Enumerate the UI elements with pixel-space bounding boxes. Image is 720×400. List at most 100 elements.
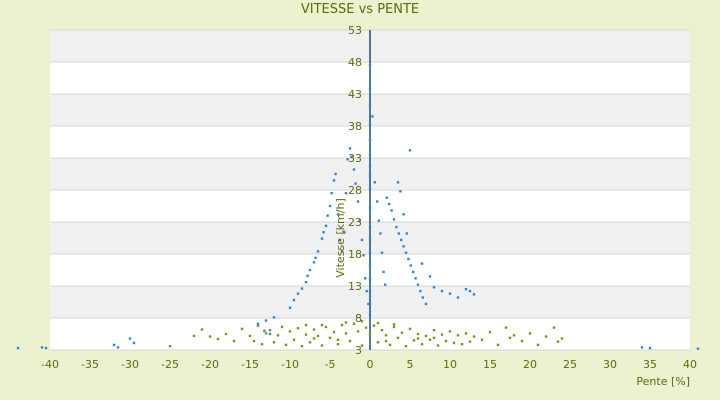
data-point	[416, 283, 420, 286]
data-point	[371, 115, 374, 118]
data-point	[376, 321, 380, 325]
data-point	[392, 218, 396, 221]
data-point	[200, 328, 204, 331]
data-point	[208, 335, 212, 338]
data-point	[464, 332, 468, 335]
data-point	[340, 249, 344, 252]
data-point	[400, 331, 404, 334]
data-point	[520, 339, 524, 343]
x-tick-label: -25	[161, 358, 179, 371]
data-point	[292, 338, 296, 341]
data-point	[326, 214, 329, 217]
data-point	[312, 328, 316, 331]
data-point	[44, 346, 48, 350]
data-point	[364, 326, 368, 329]
y-tick-label: 23	[348, 216, 362, 229]
x-tick-label: 0	[367, 358, 374, 371]
data-point	[168, 344, 172, 348]
data-point	[312, 337, 316, 340]
data-point	[440, 333, 444, 336]
data-point	[332, 179, 336, 182]
data-point	[392, 325, 396, 329]
y-tick-label: 13	[348, 280, 362, 293]
data-point	[408, 149, 412, 152]
data-point	[384, 339, 388, 343]
data-point	[332, 330, 336, 334]
data-point	[268, 332, 272, 336]
x-tick-label: -35	[81, 358, 99, 371]
data-point	[552, 326, 556, 329]
data-point	[256, 324, 260, 327]
data-point	[428, 338, 432, 341]
data-point	[328, 204, 332, 208]
data-point	[432, 328, 436, 332]
data-point	[407, 257, 410, 261]
y-tick-label: 3	[355, 344, 362, 357]
data-point	[396, 336, 400, 340]
y-tick-label: 33	[348, 152, 362, 165]
data-point	[263, 329, 266, 332]
data-point	[460, 343, 464, 346]
x-tick-label: 35	[643, 358, 657, 371]
data-point	[358, 219, 361, 222]
data-point	[512, 334, 516, 337]
data-point	[280, 325, 284, 329]
data-point	[356, 330, 360, 333]
data-point	[342, 230, 345, 233]
data-point	[344, 332, 348, 335]
data-point	[444, 339, 448, 343]
data-point	[260, 343, 264, 346]
data-point	[416, 332, 420, 336]
data-point	[324, 224, 328, 228]
data-point	[300, 287, 304, 290]
data-point	[316, 250, 320, 253]
y-tick-label: 18	[348, 248, 362, 261]
data-point	[376, 341, 380, 344]
data-point	[480, 338, 484, 341]
data-point	[312, 261, 316, 264]
data-point	[324, 325, 328, 329]
x-tick-label: -10	[281, 358, 299, 371]
data-point	[414, 277, 417, 280]
x-axis-title: Pente [%]	[636, 375, 690, 388]
data-point	[421, 296, 424, 299]
data-point	[372, 324, 376, 327]
data-point	[399, 190, 402, 193]
data-point	[16, 346, 20, 350]
data-point	[382, 270, 385, 274]
data-point	[396, 181, 400, 184]
data-point	[344, 192, 348, 195]
data-point	[424, 302, 428, 306]
data-point	[264, 319, 268, 322]
data-point	[452, 341, 456, 345]
data-point	[368, 302, 372, 306]
data-point	[368, 123, 372, 126]
data-point	[409, 264, 412, 267]
data-point	[432, 336, 436, 340]
data-point	[320, 237, 324, 240]
data-point	[368, 264, 372, 267]
data-point	[419, 289, 422, 293]
data-point	[496, 343, 500, 347]
data-point	[240, 327, 244, 331]
data-point	[556, 340, 560, 343]
data-point	[336, 343, 340, 346]
data-point	[216, 337, 220, 341]
x-tick-label: 40	[683, 358, 697, 371]
data-point	[360, 344, 364, 347]
data-point	[116, 346, 120, 349]
data-point	[306, 274, 309, 277]
data-point	[368, 251, 372, 254]
data-point	[384, 283, 387, 286]
data-point	[373, 181, 376, 184]
data-point	[395, 225, 398, 229]
data-point	[405, 232, 408, 235]
chart-title: VITESSE vs PENTE	[300, 2, 420, 17]
x-tick-label: 30	[603, 358, 617, 371]
data-point	[354, 182, 357, 185]
x-tick-label: -30	[121, 358, 139, 371]
data-point	[392, 323, 396, 326]
data-point	[346, 158, 349, 161]
data-point	[368, 153, 372, 156]
